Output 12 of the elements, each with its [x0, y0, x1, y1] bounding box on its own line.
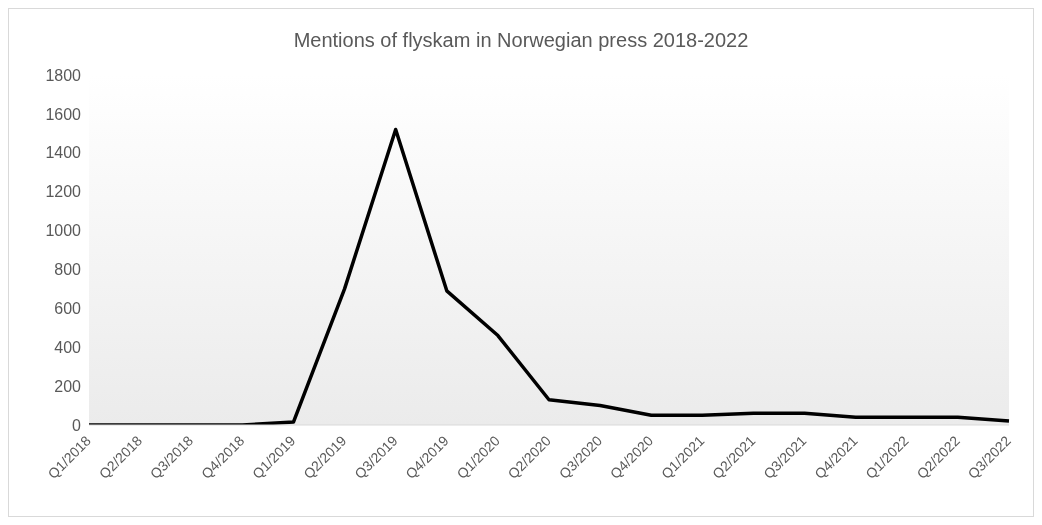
y-tick-label: 1200 [45, 183, 82, 201]
y-tick-label: 1600 [45, 105, 82, 123]
chart-title: Mentions of flyskam in Norwegian press 2018-2022 [292, 28, 750, 53]
line-series [87, 127, 1011, 425]
y-tick-label: 800 [54, 261, 82, 279]
y-tick-label: 1400 [45, 144, 82, 162]
y-tick-label: 1000 [45, 222, 82, 240]
y-tick-label: 0 [72, 416, 82, 434]
y-tick-label: 200 [54, 377, 82, 395]
y-tick-label: 1800 [45, 66, 82, 84]
y-tick-label: 600 [54, 300, 82, 318]
y-tick-label: 400 [54, 338, 82, 356]
